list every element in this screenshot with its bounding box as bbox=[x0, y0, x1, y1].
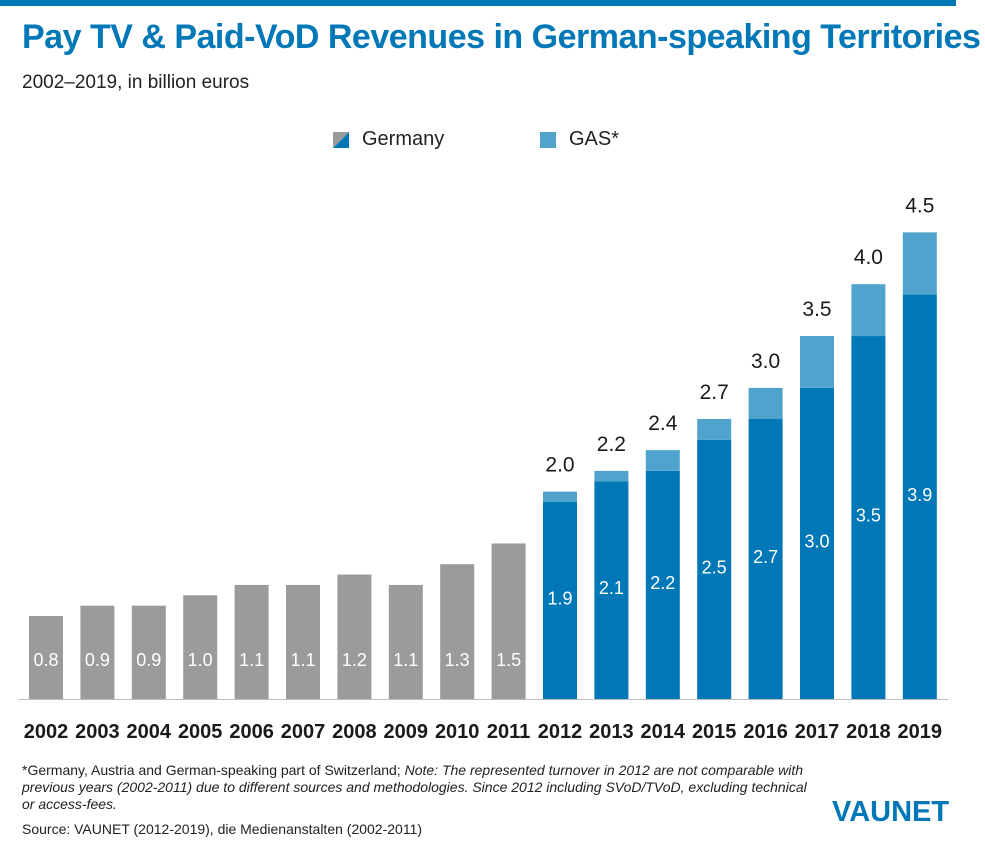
bar-historic-2003 bbox=[80, 605, 115, 699]
total-label-2017: 3.5 bbox=[802, 298, 831, 321]
x-tick-label-2004: 2004 bbox=[127, 721, 172, 743]
x-tick-label-2014: 2014 bbox=[641, 721, 686, 743]
vaunet-logo: VAUNET bbox=[832, 796, 950, 828]
bar-label-germany-2018: 3.5 bbox=[856, 506, 881, 526]
bar-gas-2019 bbox=[902, 232, 937, 295]
bar-historic-2004 bbox=[131, 605, 166, 699]
x-tick-label-2006: 2006 bbox=[229, 721, 274, 743]
legend-label-gas: GAS* bbox=[569, 128, 620, 150]
bar-label-historic-2008: 1.2 bbox=[342, 650, 367, 670]
bar-historic-2005 bbox=[183, 595, 218, 699]
footnote-lead: *Germany, Austria and German-speaking pa… bbox=[22, 762, 401, 778]
bar-label-germany-2015: 2.5 bbox=[702, 557, 727, 577]
total-label-2012: 2.0 bbox=[545, 454, 574, 477]
legend: Germany GAS* bbox=[0, 128, 985, 158]
bar-historic-2007 bbox=[286, 584, 320, 699]
total-label-2018: 4.0 bbox=[854, 246, 883, 269]
bar-label-historic-2002: 0.8 bbox=[33, 650, 58, 670]
total-label-2016: 3.0 bbox=[751, 350, 780, 373]
top-accent-bar bbox=[0, 0, 956, 6]
x-tick-label-2017: 2017 bbox=[795, 721, 840, 743]
bar-historic-2006 bbox=[234, 584, 269, 699]
legend-swatch-germany bbox=[333, 131, 349, 148]
bar-historic-2009 bbox=[388, 584, 423, 699]
x-tick-label-2002: 2002 bbox=[24, 721, 69, 743]
bar-gas-2016 bbox=[748, 387, 783, 420]
x-tick-label-2005: 2005 bbox=[178, 721, 223, 743]
bar-germany-2017 bbox=[800, 387, 834, 699]
bar-label-historic-2011: 1.5 bbox=[496, 650, 521, 670]
x-tick-label-2018: 2018 bbox=[846, 721, 891, 743]
x-tick-label-2011: 2011 bbox=[487, 721, 530, 743]
bar-label-germany-2019: 3.9 bbox=[907, 485, 932, 505]
x-tick-label-2019: 2019 bbox=[898, 721, 943, 743]
bar-germany-2014 bbox=[645, 470, 680, 699]
legend-label-germany: Germany bbox=[362, 128, 445, 150]
x-tick-label-2003: 2003 bbox=[75, 721, 120, 743]
bar-label-germany-2014: 2.2 bbox=[650, 573, 675, 593]
bar-label-historic-2010: 1.3 bbox=[445, 650, 470, 670]
chart-subtitle: 2002–2019, in billion euros bbox=[22, 72, 250, 93]
x-tick-label-2015: 2015 bbox=[692, 721, 737, 743]
bar-label-germany-2017: 3.0 bbox=[804, 531, 829, 551]
bar-gas-2018 bbox=[851, 284, 886, 337]
x-tick-label-2009: 2009 bbox=[384, 721, 429, 743]
source-note: Source: VAUNET (2012-2019), die Medienan… bbox=[22, 821, 423, 837]
bar-germany-2018 bbox=[851, 336, 886, 699]
footnote-note: Note: The represented turnover in 2012 a… bbox=[22, 762, 807, 812]
bar-germany-2012 bbox=[543, 501, 577, 699]
bar-gas-2017 bbox=[800, 336, 834, 388]
bar-label-historic-2005: 1.0 bbox=[188, 650, 213, 670]
bar-germany-2013 bbox=[594, 481, 629, 699]
bar-label-germany-2016: 2.7 bbox=[753, 547, 778, 567]
bar-historic-2008 bbox=[337, 574, 372, 699]
bar-label-historic-2003: 0.9 bbox=[85, 650, 110, 670]
total-label-2014: 2.4 bbox=[648, 412, 678, 435]
bar-gas-2015 bbox=[697, 419, 732, 440]
total-label-2019: 4.5 bbox=[905, 194, 934, 217]
bar-label-germany-2013: 2.1 bbox=[599, 578, 624, 598]
footnote: *Germany, Austria and German-speaking pa… bbox=[22, 762, 822, 813]
bar-label-historic-2004: 0.9 bbox=[136, 650, 161, 670]
chart-title: Pay TV & Paid-VoD Revenues in German-spe… bbox=[22, 18, 981, 56]
bar-gas-2013 bbox=[594, 470, 629, 482]
legend-swatch-gas bbox=[540, 131, 556, 148]
bar-historic-2010 bbox=[440, 564, 475, 699]
x-tick-label-2013: 2013 bbox=[589, 721, 634, 743]
x-tick-label-2008: 2008 bbox=[332, 721, 377, 743]
total-label-2013: 2.2 bbox=[597, 433, 626, 456]
bar-historic-2002 bbox=[29, 616, 63, 699]
bar-label-historic-2009: 1.1 bbox=[393, 650, 418, 670]
bar-historic-2011 bbox=[491, 543, 526, 699]
bar-chart: 0.8 2002 0.9 2003 0.9 2004 1.0 2005 1.1 2006 1.1 20… bbox=[18, 194, 948, 743]
legend-item-gas: GAS* bbox=[540, 128, 619, 151]
bar-germany-2019 bbox=[902, 294, 937, 699]
legend-item-germany: Germany bbox=[333, 128, 444, 151]
total-label-2015: 2.7 bbox=[700, 381, 729, 404]
x-tick-label-2016: 2016 bbox=[743, 721, 788, 743]
bar-label-germany-2012: 1.9 bbox=[547, 588, 572, 608]
bar-label-historic-2007: 1.1 bbox=[290, 650, 315, 670]
bar-label-historic-2006: 1.1 bbox=[239, 650, 264, 670]
bar-gas-2014 bbox=[645, 450, 680, 471]
x-tick-label-2010: 2010 bbox=[435, 721, 480, 743]
x-tick-label-2012: 2012 bbox=[538, 721, 583, 743]
x-tick-label-2007: 2007 bbox=[281, 721, 326, 743]
bar-gas-2012 bbox=[543, 491, 577, 502]
bar-germany-2015 bbox=[697, 439, 732, 699]
bar-germany-2016 bbox=[748, 419, 783, 699]
